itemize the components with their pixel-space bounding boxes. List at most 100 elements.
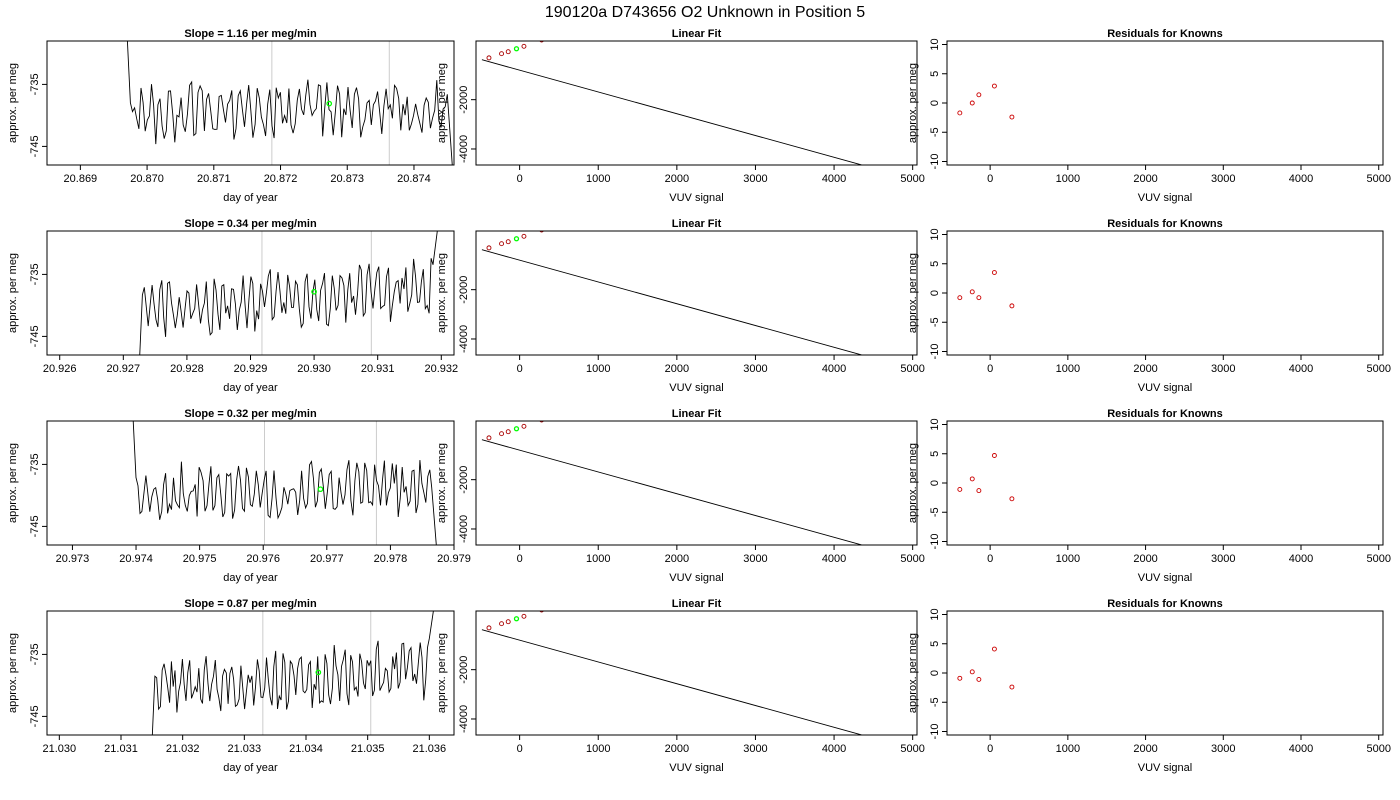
data-point [969,476,975,482]
x-tick-label: 20.926 [43,363,77,375]
fit-line [481,249,864,355]
x-tick-label: 21.031 [104,743,138,755]
plot-frame [46,420,455,546]
x-tick-label: 4000 [822,553,846,565]
x-axis-label: day of year [223,762,278,774]
x-tick-label: 2000 [665,743,689,755]
y-tick-label: -2000 [458,276,470,304]
x-axis-label: VUV signal [669,762,723,774]
panel-timeseries-1: Slope = 1.16 per meg/min 20.869 20.870 20.8… [7,28,455,204]
series-line [151,611,434,735]
panel-title: Residuals for Knowns [1107,598,1223,610]
y-axis-label: approx. per meg [7,253,19,333]
x-tick-label: 20.872 [264,173,298,185]
panel-timeseries-2: Slope = 0.34 per meg/min 20.926 20.927 20.9… [7,218,458,394]
x-tick-label: 21.035 [351,743,385,755]
x-tick-label: 20.975 [183,553,217,565]
x-axis-label: day of year [223,382,278,394]
x-tick-label: 20.930 [297,363,331,375]
y-tick-label: 0 [929,670,941,676]
x-tick-label: 20.976 [246,553,280,565]
data-point [539,611,544,613]
green-point [326,100,333,107]
x-tick-label: 21.032 [166,743,200,755]
green-point [513,46,520,52]
panel-fit-1: Linear Fit 0 1000 2000 3000 4000 5000 VUV signa… [436,28,925,204]
x-tick-label: 3000 [743,743,767,755]
y-axis-label: approx. per meg [907,253,919,333]
y-tick-label: -5 [929,507,941,517]
panel-title: Slope = 0.87 per meg/min [184,598,317,610]
data-point [505,239,511,245]
y-tick-label: -5 [929,127,941,137]
x-tick-label: 20.927 [106,363,140,375]
y-tick-label: 10 [929,418,941,430]
figure-title: 190120a D743656 O2 Unknown in Position 5 [545,4,865,21]
data-point [1009,684,1015,690]
panel-residuals-3: Residuals for Knowns 0 1000 2000 3000 4000 500… [907,408,1391,584]
y-axis-label: approx. per meg [7,443,19,523]
x-tick-label: 0 [517,173,523,185]
y-tick-label: -10 [929,154,941,170]
y-tick-label: 0 [929,480,941,486]
x-tick-label: 0 [987,553,993,565]
x-tick-label: 4000 [1289,173,1313,185]
data-point [539,41,544,43]
x-tick-label: 21.034 [289,743,323,755]
plot-frame [946,40,1384,166]
x-tick-label: 1000 [586,173,610,185]
x-tick-label: 20.928 [170,363,204,375]
panel-title: Linear Fit [672,598,722,610]
x-tick-label: 1000 [1056,743,1080,755]
plot-area [957,646,1015,690]
data-point [521,423,527,429]
green-point [311,288,317,295]
data-point [499,431,504,437]
x-tick-label: 3000 [1211,553,1235,565]
y-tick-label: -10 [929,534,941,550]
series-line [139,231,438,355]
x-tick-label: 0 [987,173,993,185]
plot-frame [46,230,455,356]
x-tick-label: 5000 [900,363,924,375]
panel-title: Slope = 0.34 per meg/min [184,218,317,230]
y-tick-label: -735 [29,73,41,95]
x-tick-label: 4000 [822,743,846,755]
green-point [315,669,322,676]
data-point [521,613,527,619]
y-tick-label: -10 [929,724,941,740]
green-point [513,236,520,242]
data-point [486,245,492,251]
plot-frame [946,610,1384,736]
data-point [486,625,492,631]
plot-area [957,270,1015,309]
y-axis-label: approx. per meg [436,253,448,333]
x-tick-label: 20.979 [437,553,471,565]
x-tick-label: 1000 [586,743,610,755]
x-tick-label: 4000 [1289,363,1313,375]
x-tick-label: 20.978 [374,553,408,565]
x-tick-label: 2000 [665,553,689,565]
panel-title: Linear Fit [672,218,722,230]
x-tick-label: 4000 [822,363,846,375]
x-axis-label: VUV signal [1138,762,1192,774]
y-tick-label: 0 [929,100,941,106]
x-tick-label: 5000 [900,743,924,755]
panel-title: Slope = 1.16 per meg/min [184,28,317,40]
x-axis-label: VUV signal [669,572,723,584]
x-axis-label: VUV signal [1138,192,1192,204]
x-tick-label: 3000 [1211,743,1235,755]
y-axis-label: approx. per meg [436,443,448,523]
x-tick-label: 20.873 [330,173,364,185]
green-point [513,426,520,432]
y-tick-label: 5 [929,261,941,267]
x-tick-label: 0 [987,743,993,755]
green-point [513,616,520,622]
x-tick-label: 3000 [743,173,767,185]
x-tick-label: 3000 [1211,173,1235,185]
x-tick-label: 5000 [900,173,924,185]
x-tick-label: 4000 [1289,743,1313,755]
data-point [976,676,982,682]
data-point [1009,496,1015,502]
